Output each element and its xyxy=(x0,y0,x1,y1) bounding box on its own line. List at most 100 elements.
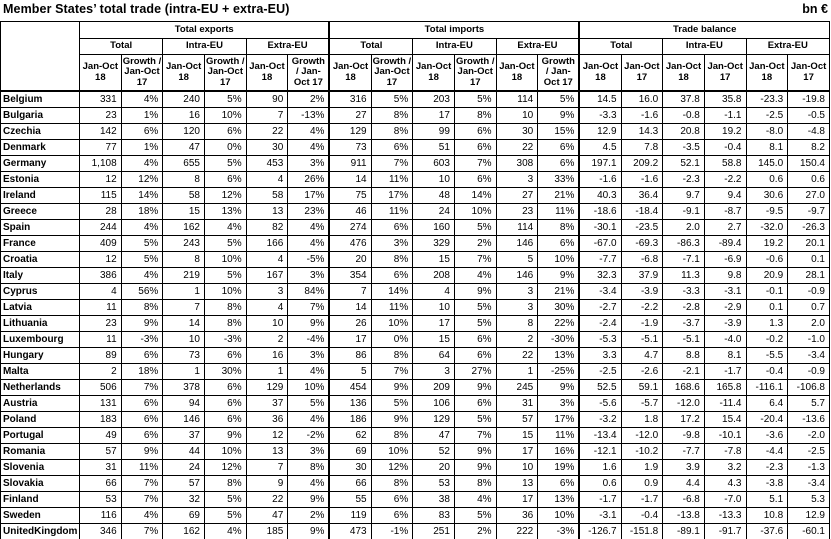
country-label: UnitedKingdom xyxy=(0,523,80,539)
value-cell: 7% xyxy=(453,155,497,172)
value-cell: -4.0 xyxy=(703,331,747,348)
value-cell: 1.6 xyxy=(578,459,622,476)
value-cell: 114 xyxy=(495,219,539,236)
value-cell: 10% xyxy=(203,443,247,460)
group-header: Total imports xyxy=(328,21,580,39)
value-cell: 9% xyxy=(537,267,580,284)
value-cell: 47 xyxy=(162,139,205,156)
value-cell: 11.3 xyxy=(662,267,705,284)
value-cell: -12.1 xyxy=(578,443,622,460)
value-cell: -12.0 xyxy=(662,395,705,412)
value-cell: 4% xyxy=(287,235,330,252)
value-cell: 10% xyxy=(537,251,580,268)
value-cell: 4% xyxy=(120,155,164,172)
value-cell: 8.8 xyxy=(662,347,705,364)
value-cell: 9% xyxy=(287,523,330,539)
value-cell: 3.3 xyxy=(578,347,622,364)
value-cell: -5.5 xyxy=(745,347,789,364)
value-cell: 0% xyxy=(370,331,414,348)
value-cell: -10.1 xyxy=(703,427,747,444)
value-cell: 14 xyxy=(328,171,372,188)
value-cell: -3.1 xyxy=(578,507,622,524)
value-cell: -30.1 xyxy=(578,219,622,236)
value-cell: 8 xyxy=(495,315,539,332)
table-row: Slovenia 31 11% 24 12% 7 8% 30 12% 20 9% 10 19% 1.6 1.… xyxy=(0,459,830,476)
value-cell: 14% xyxy=(370,283,414,300)
value-cell: -9.7 xyxy=(787,203,830,220)
value-cell: 1.3 xyxy=(745,315,789,332)
value-cell: 51 xyxy=(412,139,455,156)
value-cell: 7 xyxy=(328,283,372,300)
value-cell: 3 xyxy=(412,363,455,380)
subgroup-header: Total xyxy=(578,38,664,55)
column-header: Growth / Jan-Oct 17 xyxy=(120,54,164,92)
value-cell: 4% xyxy=(203,523,247,539)
value-cell: -1% xyxy=(370,523,414,539)
value-cell: -3.1 xyxy=(703,283,747,300)
value-cell: 15 xyxy=(162,203,205,220)
value-cell: -18.4 xyxy=(620,203,664,220)
value-cell: -2.7 xyxy=(578,299,622,316)
value-cell: 13% xyxy=(537,491,580,508)
value-cell: 160 xyxy=(412,219,455,236)
value-cell: -13% xyxy=(287,107,330,124)
value-cell: -2.3 xyxy=(745,459,789,476)
country-label: Bulgaria xyxy=(0,107,80,124)
value-cell: 5% xyxy=(453,90,497,108)
value-cell: 3 xyxy=(495,171,539,188)
title-bar: Member States’ total trade (intra-EU + e… xyxy=(0,0,831,20)
value-cell: 7% xyxy=(120,475,164,492)
value-cell: 6% xyxy=(537,155,580,172)
value-cell: 6% xyxy=(370,219,414,236)
value-cell: -2.4 xyxy=(578,315,622,332)
value-cell: -9.5 xyxy=(745,203,789,220)
value-cell: -89.4 xyxy=(703,235,747,252)
value-cell: 52.1 xyxy=(662,155,705,172)
value-cell: 3.2 xyxy=(703,459,747,476)
value-cell: 20 xyxy=(412,459,455,476)
header-row-subgroups: Total Intra-EU Extra-EU Total Intra-EU Extra-… xyxy=(1,38,830,55)
value-cell: 94 xyxy=(162,395,205,412)
value-cell: -86.3 xyxy=(662,235,705,252)
value-cell: 146 xyxy=(162,411,205,428)
value-cell: 9% xyxy=(370,411,414,428)
value-cell: -30% xyxy=(537,331,580,348)
value-cell: -32.0 xyxy=(745,219,789,236)
value-cell: 208 xyxy=(412,267,455,284)
value-cell: 222 xyxy=(495,523,539,539)
value-cell: 129 xyxy=(328,123,372,140)
value-cell: 0.9 xyxy=(620,475,664,492)
value-cell: 83 xyxy=(412,507,455,524)
value-cell: 12% xyxy=(120,171,164,188)
subgroup-header: Total xyxy=(328,38,414,55)
value-cell: 37.9 xyxy=(620,267,664,284)
value-cell: -1.3 xyxy=(787,459,830,476)
value-cell: 17 xyxy=(495,443,539,460)
value-cell: -2.5 xyxy=(745,107,789,124)
country-label: Latvia xyxy=(0,299,80,316)
value-cell: 12 xyxy=(79,251,122,268)
table-row: Hungary 89 6% 73 6% 16 3% 86 8% 64 6% 22 13% 3.3 4.7 8.… xyxy=(0,347,830,364)
value-cell: -1.6 xyxy=(620,107,664,124)
column-header: Jan-Oct 18 xyxy=(745,54,789,92)
value-cell: 6% xyxy=(203,411,247,428)
value-cell: 115 xyxy=(79,187,122,204)
value-cell: -37.6 xyxy=(745,523,789,539)
value-cell: 476 xyxy=(328,235,372,252)
value-cell: 14.5 xyxy=(578,90,622,108)
value-cell: 165.8 xyxy=(703,379,747,396)
value-cell: 10.8 xyxy=(745,507,789,524)
value-cell: -8.7 xyxy=(703,203,747,220)
value-cell: 6% xyxy=(370,267,414,284)
value-cell: 73 xyxy=(162,347,205,364)
value-cell: -8.0 xyxy=(745,123,789,140)
value-cell: 3% xyxy=(287,443,330,460)
value-cell: 9.7 xyxy=(662,187,705,204)
value-cell: 10 xyxy=(495,107,539,124)
value-cell: 22 xyxy=(495,347,539,364)
value-cell: 197.1 xyxy=(578,155,622,172)
country-label: Poland xyxy=(0,411,80,428)
country-label: Italy xyxy=(0,267,80,284)
value-cell: 454 xyxy=(328,379,372,396)
value-cell: -7.8 xyxy=(703,443,747,460)
